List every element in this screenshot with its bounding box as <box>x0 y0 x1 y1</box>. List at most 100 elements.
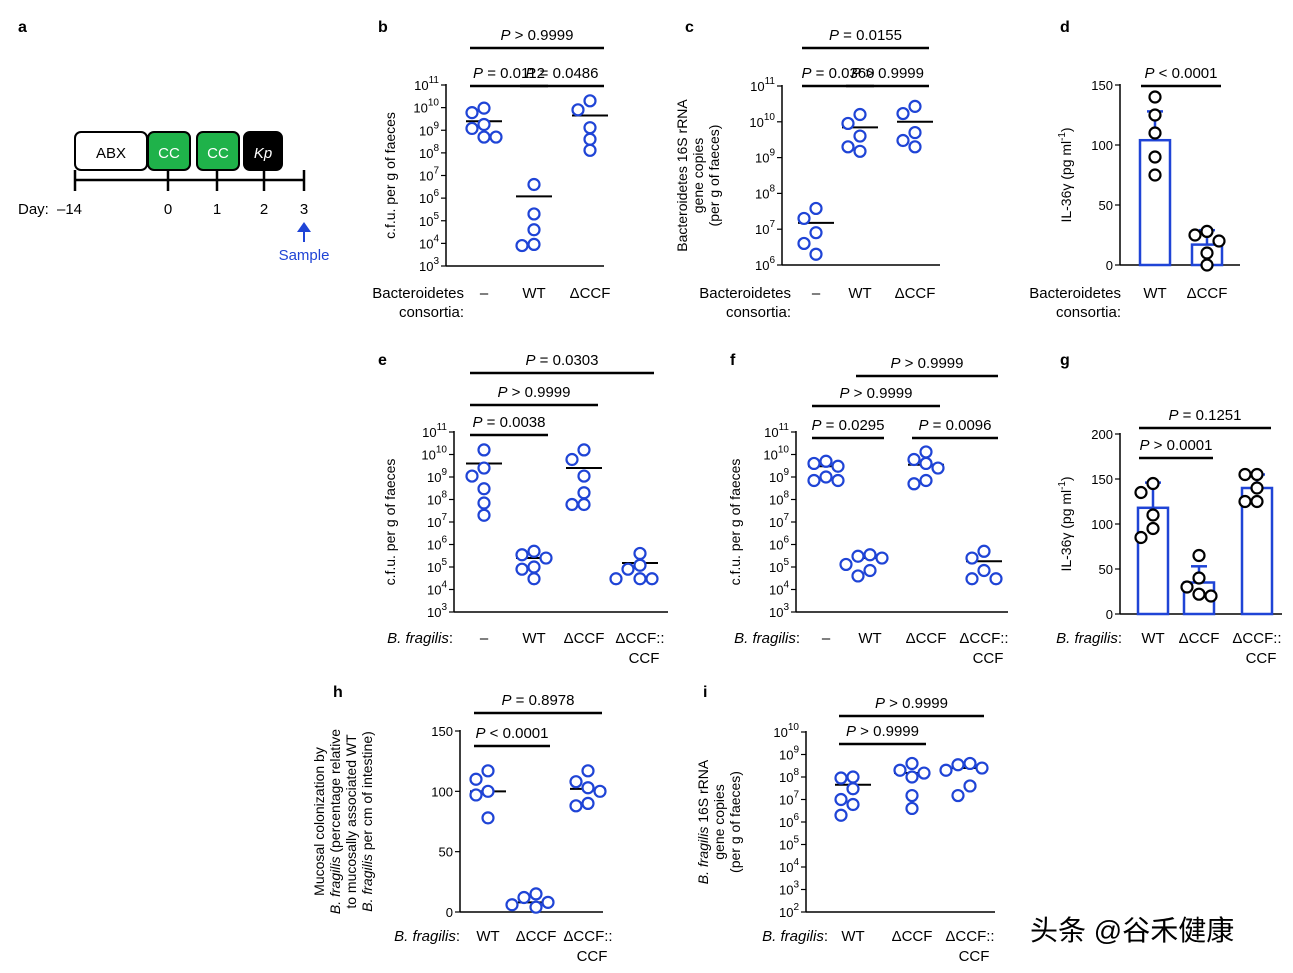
category-label: WT <box>1141 630 1164 647</box>
y-tick-label: 109 <box>427 467 447 485</box>
y-tick-label: 100 <box>1091 138 1113 153</box>
day-label: –14 <box>57 201 82 218</box>
data-point <box>633 546 647 561</box>
y-tick-label: 105 <box>419 211 439 229</box>
p-value-label: P = 0.1251 <box>1169 407 1242 424</box>
protocol-box-label: CC <box>207 145 229 162</box>
y-axis-label: IL-36γ (pg ml-1) <box>1057 127 1074 222</box>
y-tick-label: 107 <box>755 219 775 237</box>
y-tick-label: 103 <box>769 602 789 620</box>
y-tick-label: 104 <box>427 580 447 598</box>
data-point <box>477 101 491 115</box>
p-value-label: P = 0.0295 <box>812 417 885 434</box>
y-tick-label: 104 <box>419 233 439 251</box>
data-point <box>797 236 811 251</box>
data-point <box>565 452 579 467</box>
y-tick-label: 109 <box>769 467 789 485</box>
panel-f: f 103 104 105 106 107 108 109 1010 1011 c.f.u. per… <box>727 352 1009 667</box>
group-label: consortia: <box>726 304 791 321</box>
p-value-label: P < 0.0001 <box>476 725 549 742</box>
data-point <box>797 211 811 226</box>
data-point <box>527 237 541 252</box>
data-point <box>505 898 519 912</box>
group-label: Bacteroidetes <box>1029 285 1121 302</box>
data-point <box>1148 108 1162 122</box>
data-point <box>465 121 479 136</box>
category-label: ΔCCF:: <box>945 928 994 945</box>
y-tick-label: 105 <box>427 557 447 575</box>
data-point <box>896 106 910 121</box>
y-axis-label: c.f.u. per g of faeces <box>382 112 398 239</box>
data-point <box>515 548 529 562</box>
y-tick-label: 108 <box>769 490 789 508</box>
sample-arrow-head <box>297 222 311 232</box>
data-point <box>846 797 860 812</box>
y-tick-label: 1011 <box>750 76 775 94</box>
data-point <box>569 799 583 813</box>
data-point <box>1204 589 1218 603</box>
p-value-label: P = 0.0112 <box>473 65 545 82</box>
data-point <box>481 784 495 798</box>
y-axis-label: c.f.u. per g of faeces <box>382 459 398 586</box>
data-point <box>834 792 848 807</box>
group-label: Bacteroidetes <box>699 285 791 302</box>
y-tick-label: 105 <box>769 557 789 575</box>
data-point <box>1188 228 1202 242</box>
day-label: 0 <box>164 201 172 218</box>
y-tick-label: 103 <box>427 602 447 620</box>
data-point <box>807 456 821 471</box>
data-point <box>1148 126 1162 140</box>
data-point <box>1200 246 1214 260</box>
data-point <box>577 497 591 512</box>
y-axis-label: c.f.u. per g of faeces <box>727 459 743 586</box>
data-point <box>863 563 877 578</box>
y-tick-label: 50 <box>1099 562 1113 577</box>
p-value-label: P > 0.0001 <box>1140 437 1213 454</box>
data-point <box>905 756 919 771</box>
data-point <box>875 551 889 565</box>
data-point <box>469 788 483 802</box>
y-tick-label: 105 <box>779 835 799 853</box>
data-point <box>1192 571 1206 585</box>
data-point <box>951 788 965 803</box>
y-tick-label: 50 <box>1099 198 1113 213</box>
data-point <box>853 107 867 122</box>
category-label: ΔCCF <box>516 928 557 945</box>
data-point <box>965 551 979 565</box>
data-point <box>1200 224 1214 238</box>
data-point <box>569 775 583 789</box>
y-tick-label: 1010 <box>773 722 799 740</box>
panel-letter: a <box>18 19 27 36</box>
data-point <box>527 560 541 574</box>
data-point <box>905 801 919 816</box>
category-label: – <box>480 630 489 647</box>
data-point <box>1148 168 1162 182</box>
group-label: B. fragilis: <box>387 630 453 647</box>
panel-i: i 102 103 104 105 106 107 108 109 1010 B. fragilis… <box>695 684 995 965</box>
data-point <box>481 764 495 778</box>
group-label: B. fragilis: <box>394 928 460 945</box>
data-point <box>477 482 491 496</box>
data-point <box>863 548 877 562</box>
category-label: ΔCCF:: <box>1232 630 1281 647</box>
category-label: WT <box>522 285 545 302</box>
data-point <box>515 238 529 253</box>
data-point <box>581 796 595 811</box>
data-point <box>633 558 647 572</box>
y-tick-label: 108 <box>755 183 775 201</box>
data-point <box>989 572 1003 586</box>
y-tick-label: 1011 <box>764 422 789 440</box>
data-point <box>905 770 919 784</box>
panel-letter: g <box>1060 352 1070 369</box>
category-label: ΔCCF <box>570 285 611 302</box>
category-label: ΔCCF:: <box>615 630 664 647</box>
data-point <box>846 770 860 784</box>
y-tick-label: 1010 <box>421 445 447 463</box>
y-tick-label: 103 <box>779 880 799 898</box>
group-label: B. fragilis: <box>734 630 800 647</box>
y-axis-label: Mucosal colonization byB. fragilis (perc… <box>311 729 375 914</box>
category-label: WT <box>858 630 881 647</box>
p-value-label: P = 0.0038 <box>473 414 546 431</box>
data-point <box>1250 467 1264 482</box>
category-label: ΔCCF <box>564 630 605 647</box>
